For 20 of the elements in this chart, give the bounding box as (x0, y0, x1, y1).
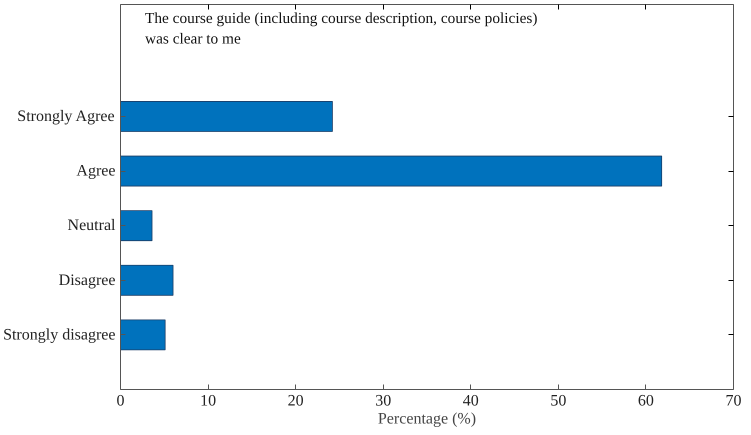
y-tick-label: Agree (76, 162, 116, 180)
x-tick-label: 20 (288, 392, 304, 410)
x-tick-label: 30 (375, 392, 392, 410)
x-axis-title: Percentage (%) (378, 410, 476, 428)
bar (120, 264, 174, 296)
bar (120, 156, 662, 186)
bar (120, 210, 152, 242)
x-tick-label: 10 (200, 392, 216, 410)
bar (120, 319, 166, 350)
bar (120, 101, 333, 132)
x-tick-label: 40 (462, 392, 479, 410)
text: The course guide (including course description, course policies) was clear to me (145, 10, 538, 48)
x-tick-label: 0 (116, 392, 124, 410)
y-tick-label: Strongly Agree (17, 108, 115, 125)
x-tick-label: 60 (638, 392, 654, 410)
x-tick-label: 50 (550, 392, 566, 410)
y-tick-label: Strongly disagree (3, 326, 116, 344)
y-tick-label: Neutral (68, 217, 116, 234)
x-tick-label: 70 (726, 392, 742, 410)
y-tick-label: Disagree (58, 272, 116, 289)
